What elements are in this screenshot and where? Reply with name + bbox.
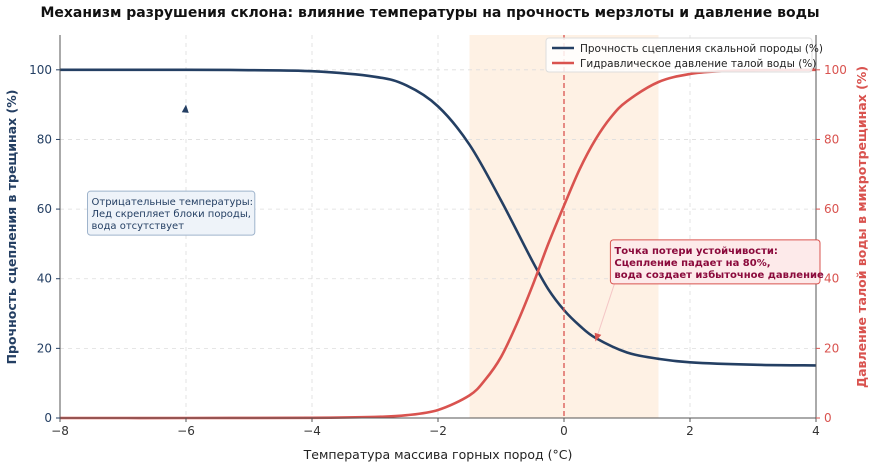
- y-left-tick-label: 60: [37, 202, 52, 216]
- y-left-tick-label: 80: [37, 132, 52, 146]
- y-left-tick-label: 40: [37, 272, 52, 286]
- x-tick-label: 0: [560, 424, 568, 438]
- x-tick-label: −2: [429, 424, 447, 438]
- annotation-cold: Отрицательные температуры:Лед скрепляет …: [87, 104, 256, 236]
- legend-frame: [545, 37, 813, 73]
- y-left-tick-label: 100: [29, 63, 52, 77]
- plot-area: [59, 35, 817, 419]
- series-line-pressure: [59, 68, 817, 420]
- annotation-text-line: Отрицательные температуры:: [92, 197, 254, 208]
- axes: [56, 35, 820, 422]
- series-line-cohesion: [59, 68, 817, 367]
- transition-zone: [469, 35, 659, 418]
- annotation-arrow-head: [181, 104, 189, 113]
- legend-label-cohesion: Прочность сцепления скальной породы (%): [580, 43, 823, 55]
- annotation-text-line: Точка потери устойчивости:: [614, 246, 778, 257]
- annotation-arrow-line: [177, 104, 187, 192]
- annotation-failure: Точка потери устойчивости:Сцепление пада…: [594, 239, 824, 342]
- y-right-tick-label: 60: [824, 202, 839, 216]
- y-right-tick-label: 0: [824, 411, 832, 425]
- y-right-tick-label: 20: [824, 341, 839, 355]
- annotation-text-line: вода создает избыточное давление: [614, 269, 824, 281]
- x-tick-label: 2: [686, 424, 694, 438]
- y-right-tick-labels: 0 20 40 60 80 100: [824, 63, 847, 425]
- legend-label-pressure: Гидравлическое давление талой воды (%): [580, 58, 816, 70]
- annotation-arrow-head: [594, 332, 602, 342]
- x-tick-labels: −8 −6 −4 −2 0 2 4: [51, 424, 820, 438]
- y-right-tick-label: 100: [824, 63, 847, 77]
- y-left-axis-label: Прочность сцепления в трещинах (%): [4, 90, 19, 365]
- y-right-tick-label: 40: [824, 272, 839, 286]
- series-layer: [59, 68, 817, 420]
- y-right-axis-label: Давление талой воды в микротрещинах (%): [854, 66, 869, 388]
- y-left-tick-labels: 0 20 40 60 80 100: [29, 63, 52, 425]
- chart-title: Механизм разрушения склона: влияние темп…: [40, 5, 819, 21]
- annotation-arrow-line: [595, 283, 615, 342]
- legend: Прочность сцепления скальной породы (%) …: [545, 37, 823, 73]
- annotation-text-line: Лед скрепляет блоки породы,: [92, 209, 251, 220]
- y-left-tick-label: 20: [37, 341, 52, 355]
- x-tick-label: −8: [51, 424, 69, 438]
- annotation-box: [609, 239, 821, 285]
- x-tick-label: −6: [177, 424, 195, 438]
- annotation-box: [87, 190, 256, 236]
- y-right-tick-label: 80: [824, 132, 839, 146]
- annotations: Отрицательные температуры:Лед скрепляет …: [87, 104, 824, 342]
- annotation-text-line: Сцепление падает на 80%,: [614, 258, 770, 269]
- y-left-tick-label: 0: [44, 411, 52, 425]
- x-tick-label: −4: [303, 424, 321, 438]
- x-axis-label: Температура массива горных пород (°C): [303, 447, 573, 462]
- x-tick-label: 4: [812, 424, 820, 438]
- annotation-text-line: вода отсутствует: [92, 221, 185, 232]
